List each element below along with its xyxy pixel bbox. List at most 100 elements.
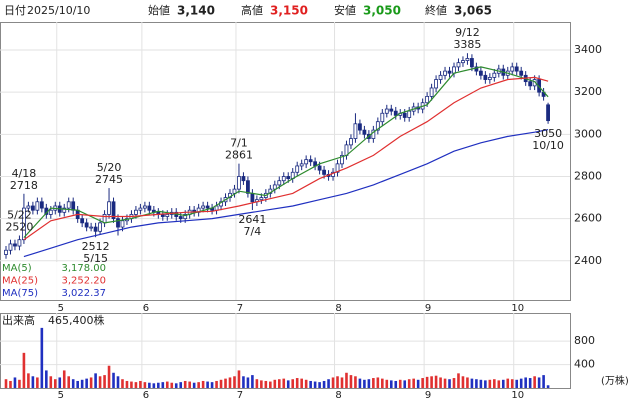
annotation-date: 10/10 (532, 139, 564, 152)
volume-bar (385, 379, 389, 388)
candle-body (62, 207, 67, 213)
volume-bar (201, 380, 205, 388)
annotation-date: 7/4 (244, 225, 262, 238)
candle-body (384, 108, 389, 114)
annotation-date: 4/18 (12, 167, 37, 180)
annotation-date: 5/22 (7, 209, 32, 222)
volume-bar (470, 378, 474, 388)
candle-body (160, 214, 165, 217)
volume-bar (416, 379, 420, 388)
candle-body (80, 218, 85, 224)
candle-body (353, 123, 358, 139)
close-value: 3,065 (454, 4, 492, 18)
volume-bar (407, 379, 411, 388)
y-tick-label: 3400 (574, 43, 602, 56)
volume-bar (524, 377, 527, 388)
candle-body (201, 205, 206, 209)
x-tick-label: 10 (511, 303, 524, 314)
volume-bar (206, 381, 209, 388)
volume-bar (183, 380, 187, 388)
candle-body (35, 201, 40, 211)
candle-body (295, 165, 300, 173)
volume-bar (143, 382, 147, 388)
candle-body (456, 62, 461, 68)
candle-body (438, 74, 443, 80)
candle-body (26, 205, 31, 209)
volume-bar (157, 382, 160, 388)
annotation-price: 2745 (95, 173, 123, 186)
volume-bar (336, 376, 339, 388)
candle-body (402, 112, 407, 118)
candle-body (487, 77, 492, 80)
candle-body (478, 70, 483, 76)
volume-latest: 465,400株 (48, 313, 105, 327)
candle-body (447, 70, 452, 74)
volume-bar (394, 380, 398, 388)
candle-body (259, 197, 264, 201)
candle-body (246, 180, 250, 194)
volume-bar (67, 376, 71, 388)
volume-bar (515, 379, 519, 388)
volume-tick-label: 400 (574, 358, 595, 371)
candle-body (116, 218, 120, 228)
volume-bar (430, 376, 433, 388)
legend-value: 3,022.37 (61, 288, 106, 299)
candle-body (510, 66, 515, 72)
volume-bar (461, 376, 465, 388)
volume-bar (71, 379, 75, 388)
volume-bar (242, 376, 245, 388)
ma-line (23, 76, 549, 241)
low-value: 3,050 (363, 4, 401, 18)
volume-bar (264, 380, 268, 388)
candle-body (8, 243, 13, 251)
volume-frame (0, 313, 571, 389)
volume-bar (98, 376, 102, 388)
volume-bar (318, 382, 321, 388)
volume-bar (161, 382, 165, 388)
candle-body (71, 201, 76, 211)
candle-body (335, 163, 340, 173)
candle-body (519, 70, 524, 76)
date: 2025/10/10 (27, 4, 90, 17)
volume-bar (304, 379, 308, 388)
candle-body (429, 87, 434, 97)
x-tick-label: 9 (425, 390, 431, 400)
y-tick-label: 2800 (574, 169, 602, 182)
volume-bar (62, 370, 66, 388)
low-label: 安値 (334, 3, 356, 17)
volume-bar (219, 379, 223, 388)
candle-body (39, 201, 44, 209)
volume-bar (4, 379, 8, 388)
volume-bar (237, 370, 241, 388)
candle-body (393, 110, 398, 116)
x-tick-label: 7 (237, 390, 243, 400)
volume-bar (13, 377, 17, 388)
annotation-price: 3050 (534, 127, 562, 140)
annotation-date: 7/1 (230, 137, 248, 150)
volume-bar (22, 352, 26, 388)
candle-body (546, 104, 550, 122)
volume-bar (45, 370, 48, 388)
candle-body (407, 110, 412, 118)
y-tick-label: 3200 (574, 85, 602, 98)
volume-bar (170, 382, 174, 388)
volume-bar (403, 380, 407, 388)
volume-bar (277, 379, 281, 388)
volume-bar (372, 378, 375, 388)
x-tick-label: 8 (335, 303, 341, 314)
volume-bar (452, 378, 456, 388)
candle-body (111, 201, 116, 220)
volume-bar (479, 379, 483, 388)
volume-bar (528, 378, 532, 388)
volume-bar (349, 375, 353, 388)
volume-bar (58, 377, 62, 388)
candle-body (461, 60, 465, 64)
high-value: 3,150 (270, 4, 308, 18)
candle-body (286, 176, 291, 179)
volume-bar (354, 376, 357, 388)
volume-bar (475, 379, 478, 388)
volume-bar (49, 376, 53, 388)
volume-bar (273, 379, 277, 388)
y-tick-label: 2400 (574, 254, 602, 267)
x-tick-label: 7 (237, 303, 243, 314)
